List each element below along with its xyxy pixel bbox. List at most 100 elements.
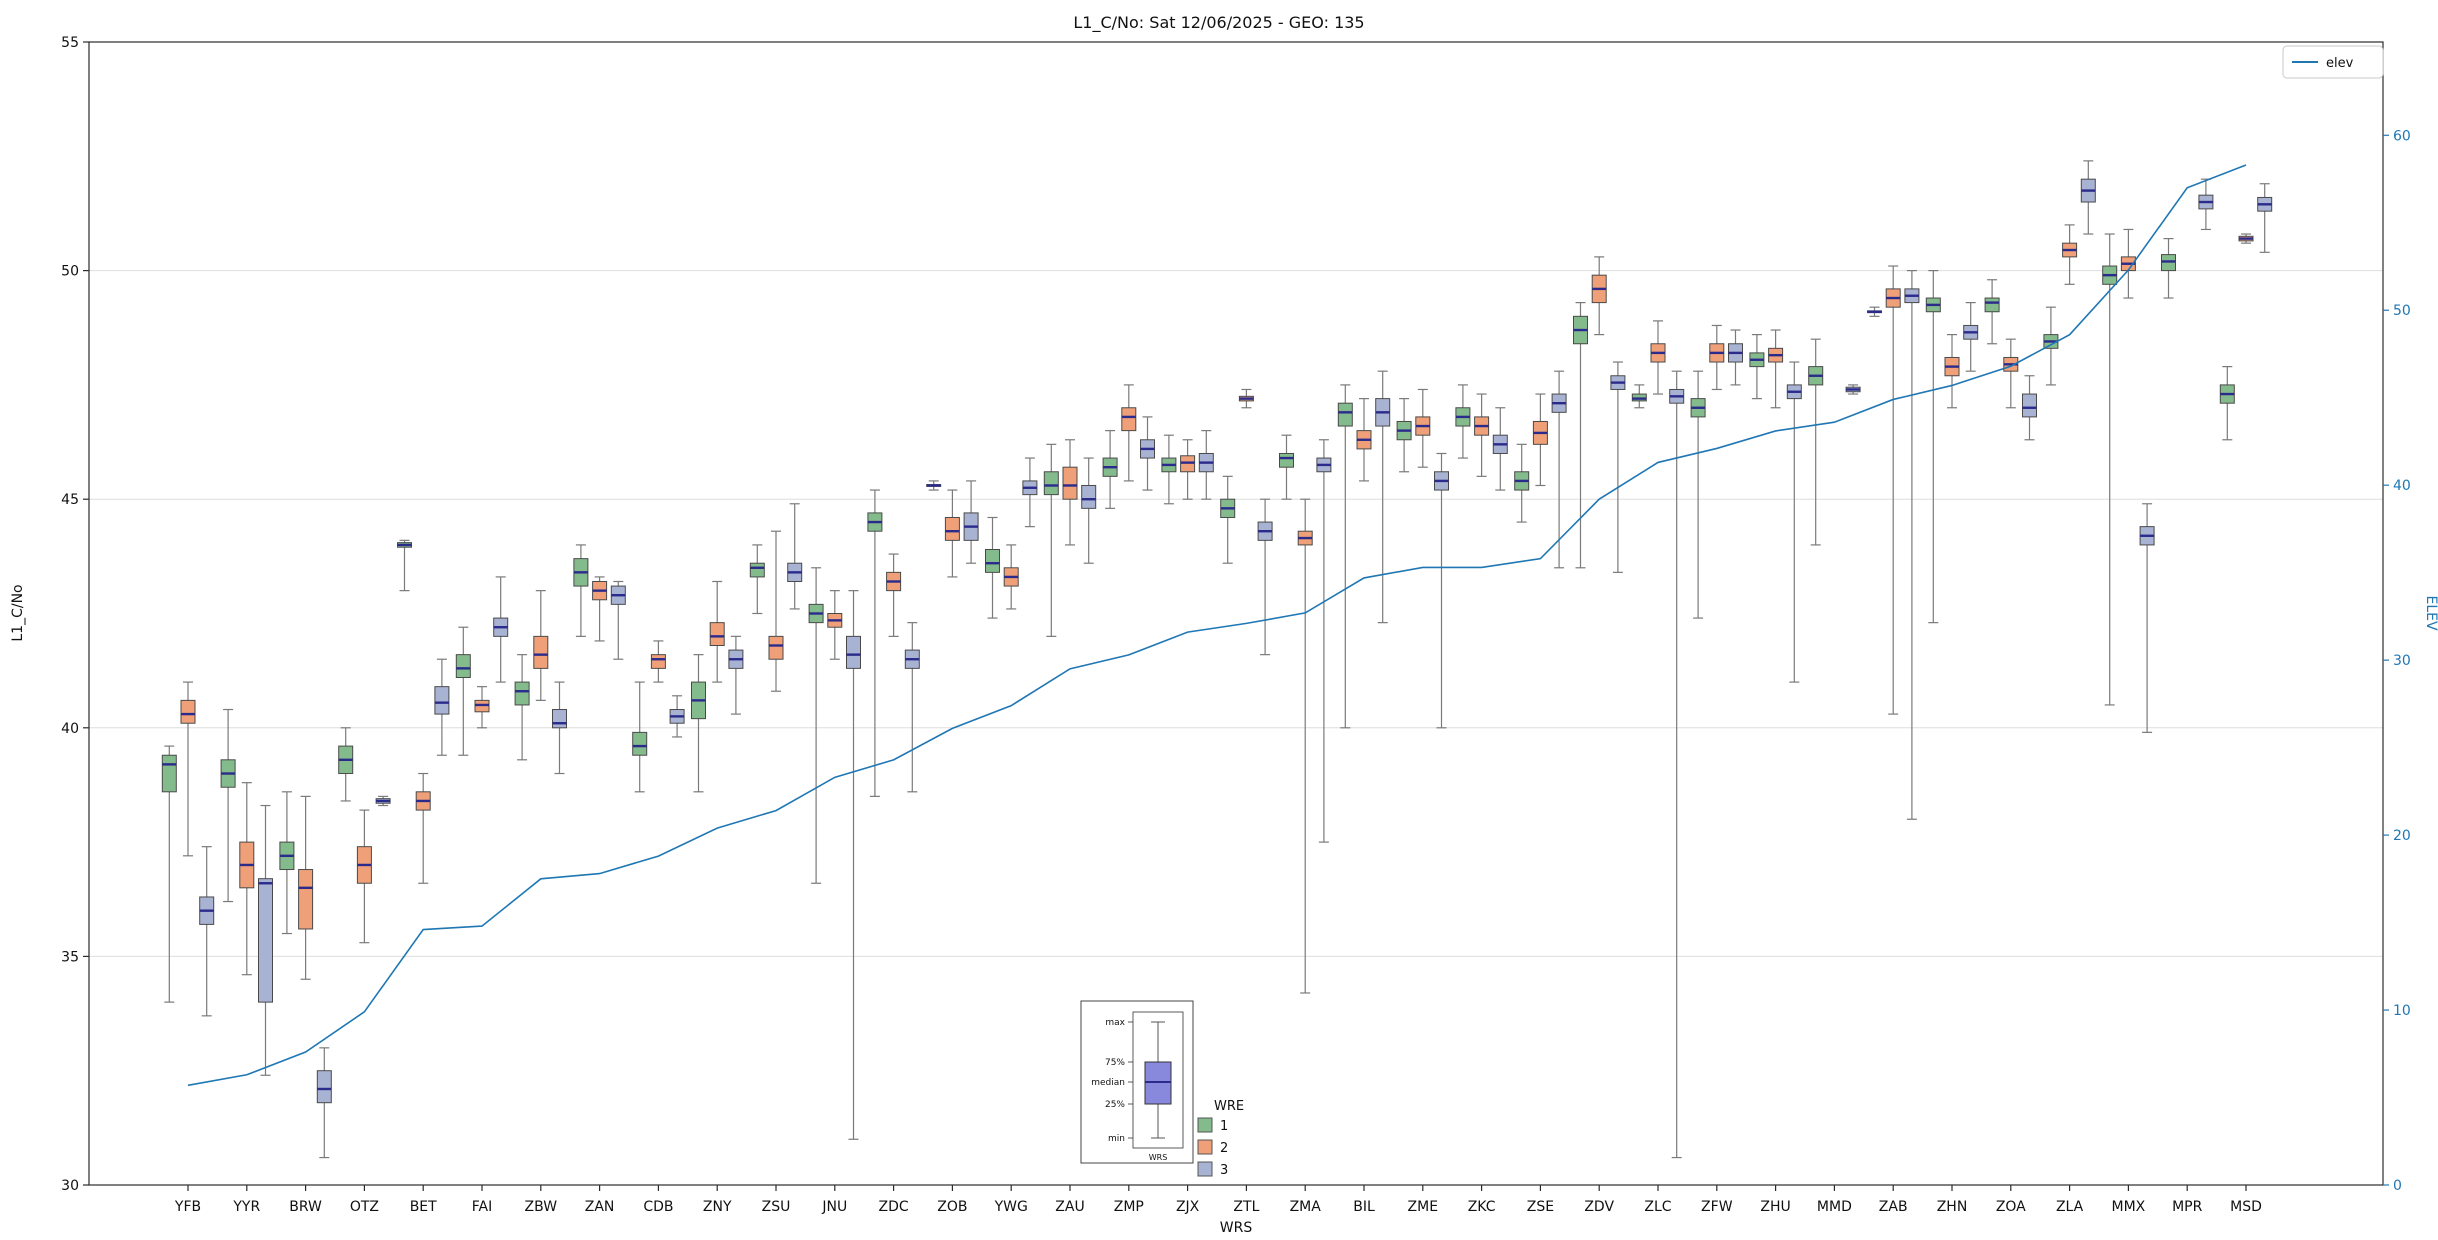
box-group [1728, 329, 1743, 386]
box-group [455, 626, 471, 756]
inset-axes-frame [1132, 1011, 1184, 1149]
y-tick-label-left: 45 [61, 492, 79, 508]
box-group [1532, 393, 1548, 487]
x-tick-label: BRW [289, 1199, 322, 1215]
box-group [1415, 388, 1431, 468]
box-group [1356, 398, 1372, 482]
box-group [220, 708, 236, 903]
x-tick-label: BIL [1353, 1199, 1375, 1215]
box-group [728, 635, 744, 715]
box-group [1573, 302, 1588, 569]
box [533, 635, 549, 669]
x-tick-label: ZMP [1114, 1199, 1144, 1215]
box-group [1885, 265, 1901, 715]
box-group [846, 590, 861, 1140]
wre-legend-swatch-3 [1197, 1161, 1213, 1177]
inset-label-max: max [1105, 1018, 1125, 1028]
box-group [963, 480, 979, 564]
box-group [610, 580, 626, 660]
box-group [1631, 384, 1647, 409]
x-tick-label: JNU [821, 1199, 847, 1215]
box-group [632, 681, 648, 793]
box-group [650, 640, 666, 683]
x-tick-label: ZTL [1233, 1199, 1259, 1215]
box-group [573, 544, 589, 637]
box-group [1180, 439, 1196, 500]
x-axis-label: WRS [1220, 1220, 1253, 1236]
x-tick-label: ZSE [1527, 1199, 1554, 1215]
box-group [904, 622, 920, 793]
box-group [1257, 498, 1273, 656]
elev-line [187, 164, 2247, 1087]
box-group [1650, 320, 1666, 395]
box-group [239, 782, 255, 976]
box [749, 562, 765, 578]
box [180, 699, 196, 724]
box-group [1690, 370, 1706, 619]
box-group [1375, 370, 1391, 624]
box-group [1220, 475, 1236, 564]
box-group [2161, 237, 2176, 299]
x-tick-label: ZBW [525, 1199, 558, 1215]
box-group [258, 804, 273, 1076]
box-group [1786, 361, 1802, 683]
x-tick-label: ZME [1408, 1199, 1439, 1215]
elev-legend: elev [2282, 45, 2384, 79]
box-group [2198, 178, 2214, 231]
box-group [1551, 370, 1567, 569]
x-tick-label: MSD [2230, 1199, 2262, 1215]
box-group [669, 695, 685, 738]
inset-label-median: median [1091, 1078, 1125, 1088]
box-group [1062, 439, 1078, 546]
box-group [514, 654, 530, 761]
x-tick-label: OTZ [350, 1199, 379, 1215]
box-group [1984, 279, 2000, 345]
y-axis-label-left: L1_C/No [10, 584, 26, 641]
box [709, 622, 725, 647]
box-group [2238, 233, 2254, 244]
box [161, 754, 177, 793]
x-tick-label: YFB [174, 1199, 201, 1215]
x-tick-label: YYR [232, 1199, 260, 1215]
box-group [2022, 375, 2037, 441]
elev-legend-label: elev [2326, 56, 2354, 71]
box [316, 1070, 332, 1104]
box-group [926, 480, 942, 491]
box-group [1043, 443, 1059, 637]
box-group [2080, 160, 2096, 235]
x-tick-label: MMD [1817, 1199, 1852, 1215]
box-group [1514, 443, 1530, 523]
box-group [2102, 233, 2118, 706]
box-group [1591, 256, 1607, 336]
box-group [592, 576, 608, 642]
box-group [493, 576, 509, 683]
box-group [1845, 384, 1861, 395]
grid-layer [89, 270, 2383, 957]
y-tick-label-right: 0 [2393, 1178, 2402, 1194]
box-group [1492, 407, 1508, 491]
box [846, 635, 861, 669]
box-group [2257, 183, 2273, 253]
wre-legend-label-1: 1 [1220, 1119, 1228, 1134]
box-group [1198, 430, 1214, 500]
x-tick-label: ZOA [1996, 1199, 2026, 1215]
box-group [1434, 452, 1449, 729]
box-group [691, 654, 706, 793]
box [298, 869, 314, 930]
inset-label-min: min [1108, 1134, 1125, 1144]
x-tick-label: FAI [472, 1199, 492, 1215]
box-group [1337, 384, 1353, 729]
y-tick-label-right: 30 [2393, 653, 2411, 669]
data-layer [161, 160, 2273, 1159]
box-group [1474, 393, 1490, 477]
box [632, 731, 648, 756]
box-group [1867, 306, 1882, 317]
box-group [1102, 430, 1118, 509]
box-group [867, 489, 883, 797]
x-tick-label: ZLA [2056, 1199, 2084, 1215]
x-tick-label: ZDV [1584, 1199, 1614, 1215]
box-group [474, 686, 490, 729]
x-tick-label: MMX [2112, 1199, 2146, 1215]
